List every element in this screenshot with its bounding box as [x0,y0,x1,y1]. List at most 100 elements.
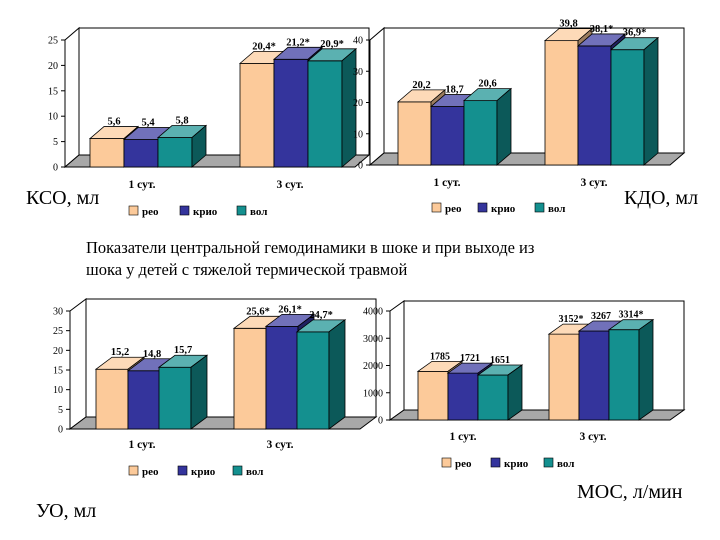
kdo-data-label: 20,6 [478,79,496,90]
kdo-data-label: 39,8 [559,19,577,30]
uo-y-tick-label: 0 [58,425,63,436]
mos-data-label: 3267 [591,311,611,322]
kso-legend-label: вол [250,206,267,218]
kso-data-label: 5,6 [107,117,120,128]
uo-data-label: 26,1* [278,304,302,315]
kso-legend-swatch [179,205,190,216]
kdo-unit-label: КДО, мл [624,187,699,209]
kso-data-label: 5,8 [175,116,188,127]
kdo-bar-side [496,87,512,166]
mos-bar-front [578,330,610,421]
kdo-data-label: 38,1* [590,24,614,35]
mos-y-tick-label: 0 [378,416,383,427]
mos-bar-front [417,370,449,421]
kso-y-tick-label: 10 [48,112,58,123]
mos-bar-вол-1 [476,364,524,421]
mos-x-category-label: 1 сут. [450,431,477,443]
mos-legend-swatch [441,457,452,468]
mos-legend: рео крио вол [441,457,574,470]
uo-bar-front [158,366,192,430]
uo-y-tick-label: 25 [53,326,63,337]
kdo-bar-front [397,101,432,166]
uo-legend-label: крио [191,466,216,478]
kso-y-tick-label: 25 [48,36,58,47]
kdo-bar-front [577,45,612,166]
uo-bar-side [190,354,208,430]
kdo-legend-swatch [534,202,545,213]
kso-data-label: 21,2* [286,37,310,48]
uo-bar-front [265,325,299,430]
kso-bar-side [341,47,357,168]
uo-data-label: 15,2 [111,347,129,358]
figure-caption: Показатели центральной гемодинамики в шо… [86,237,646,281]
mos-y-tick-label: 1000 [363,388,383,399]
kdo-bar-вол-1 [462,87,513,166]
mos-data-label: 3152* [559,314,584,325]
kdo-x-category-label: 1 сут. [434,177,461,189]
uo-data-label: 25,6* [246,306,270,317]
uo-y-tick-label: 15 [53,366,63,377]
kso-bar-front [89,138,125,168]
mos-legend-swatch [543,457,554,468]
uo-legend: рео крио вол [128,465,263,478]
kdo-legend-swatch [477,202,488,213]
kdo-bar-front [430,106,465,166]
kdo-y-tick-label: 20 [353,98,363,109]
uo-bar-вол-2 [295,319,347,430]
caption-line-2: шока у детей с тяжелой термической травм… [86,260,408,279]
kdo-bar-side [643,36,659,166]
mos-unit-label: МОС, л/мин [577,481,683,503]
kdo-side-wall [369,26,385,167]
kdo-y-tick-label: 10 [353,129,363,140]
kdo-data-label: 36,9* [623,28,647,39]
mos-side-wall [389,300,405,421]
kso-bar-вол-1 [156,124,208,168]
uo-x-category-label: 1 сут. [129,439,156,451]
kso-bar-вол-2 [306,47,358,168]
kdo-bar-front [463,100,498,166]
uo-legend-label: вол [246,466,263,478]
mos-bar-front [548,333,580,421]
kso-data-label: 5,4 [141,118,155,129]
kdo-bar-front [544,40,579,166]
kdo-legend: рео крио вол [431,202,565,215]
kdo-y-tick-label: 30 [353,67,363,78]
kso-legend-label: крио [193,206,218,218]
uo-y-tick-label: 10 [53,385,63,396]
kso-legend-label: рео [142,206,159,218]
mos-bar-side [638,318,654,421]
uo-unit-label: УО, мл [36,500,97,522]
mos-chart: 0 1000 2000 3000 4000 1785 1721 1651 1 сут. 3152*… [363,300,686,470]
uo-side-wall [69,298,87,430]
kso-legend-swatch [236,205,247,216]
uo-bar-front [296,331,330,430]
kdo-data-label: 18,7 [445,85,463,96]
kso-bar-front [157,137,193,168]
uo-bar-front [233,327,267,430]
kdo-y-tick-label: 0 [358,161,363,172]
uo-legend-swatch [177,465,188,476]
uo-bar-front [95,368,129,430]
uo-y-tick-label: 5 [58,405,63,416]
mos-data-label: 3314* [619,310,644,321]
kso-x-category-label: 3 сут. [277,179,304,191]
mos-y-tick-label: 2000 [363,361,383,372]
kso-bar-front [239,62,275,168]
kso-x-category-label: 1 сут. [129,179,156,191]
kdo-y-tick-label: 40 [353,36,363,47]
mos-legend-label: рео [455,458,472,470]
mos-legend-label: крио [504,458,529,470]
mos-bar-front [447,372,479,421]
mos-bar-side [507,364,523,421]
kdo-legend-label: крио [491,203,516,215]
mos-legend-swatch [490,457,501,468]
kso-chart: 0 5 10 15 20 25 5,6 5,4 5,8 1 сут. 20,4* 21,2* 20,9*… [48,26,371,218]
kso-legend: рео крио вол [128,205,267,218]
uo-data-label: 15,7 [174,345,192,356]
kso-data-label: 20,9* [320,39,344,50]
kso-y-tick-label: 20 [48,61,58,72]
uo-legend-label: рео [142,466,159,478]
kso-y-tick-label: 5 [53,137,58,148]
mos-bar-front [608,329,640,421]
